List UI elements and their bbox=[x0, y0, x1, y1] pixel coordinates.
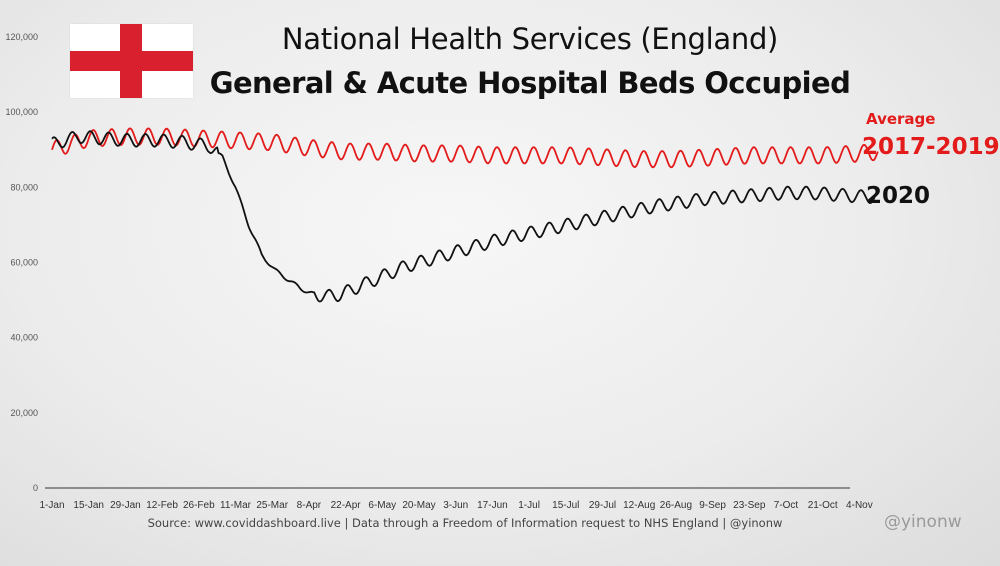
chart-title: National Health Services (England) bbox=[281, 22, 779, 56]
x-tick-label: 25-Mar bbox=[256, 500, 288, 511]
y-tick-label: 40,000 bbox=[10, 333, 38, 343]
legend-average-label: Average bbox=[866, 110, 936, 128]
y-tick-label: 120,000 bbox=[5, 32, 38, 42]
x-tick-label: 1-Jul bbox=[518, 500, 540, 511]
chart-subtitle: General & Acute Hospital Beds Occupied bbox=[209, 66, 851, 100]
x-tick-label: 7-Oct bbox=[774, 500, 799, 511]
x-tick-label: 15-Jul bbox=[552, 500, 579, 511]
x-tick-label: 20-May bbox=[402, 500, 435, 511]
y-axis-labels: 0 20,000 40,000 60,000 80,000 100,000 120,000 bbox=[5, 32, 38, 493]
x-tick-label: 15-Jan bbox=[73, 500, 104, 511]
x-tick-label: 29-Jan bbox=[110, 500, 141, 511]
series-line-2020 bbox=[51, 130, 879, 303]
x-tick-label: 6-May bbox=[368, 500, 396, 511]
x-tick-label: 12-Feb bbox=[146, 500, 178, 511]
y-tick-label: 80,000 bbox=[10, 182, 38, 192]
x-tick-label: 12-Aug bbox=[623, 500, 655, 511]
series-line-average-2017-2019 bbox=[51, 127, 879, 169]
series-lines bbox=[51, 127, 879, 303]
source-note: Source: www.coviddashboard.live | Data t… bbox=[147, 516, 783, 530]
y-tick-label: 60,000 bbox=[10, 258, 38, 268]
x-tick-label: 22-Apr bbox=[331, 500, 362, 511]
author-handle: @yinonw bbox=[884, 512, 962, 532]
y-tick-label: 0 bbox=[33, 483, 38, 493]
x-tick-label: 23-Sep bbox=[733, 500, 766, 511]
x-tick-label: 1-Jan bbox=[39, 500, 64, 511]
legend-2020-label: 2020 bbox=[866, 183, 931, 209]
y-tick-label: 100,000 bbox=[5, 107, 38, 117]
england-flag-icon bbox=[70, 24, 193, 98]
y-tick-label: 20,000 bbox=[10, 408, 38, 418]
x-tick-label: 4-Nov bbox=[846, 500, 873, 511]
x-tick-label: 11-Mar bbox=[220, 500, 252, 511]
x-tick-label: 17-Jun bbox=[477, 500, 508, 511]
legend-average-years: 2017-2019 bbox=[862, 134, 1000, 160]
x-axis-labels: 1-Jan 15-Jan 29-Jan 12-Feb 26-Feb 11-Mar 25-Ma… bbox=[39, 500, 872, 511]
x-tick-label: 26-Feb bbox=[183, 500, 215, 511]
x-tick-label: 9-Sep bbox=[699, 500, 726, 511]
x-tick-label: 3-Jun bbox=[443, 500, 468, 511]
x-tick-label: 21-Oct bbox=[808, 500, 838, 511]
flag-cross-horizontal bbox=[70, 51, 193, 71]
x-tick-label: 29-Jul bbox=[589, 500, 616, 511]
x-tick-label: 26-Aug bbox=[660, 500, 692, 511]
x-tick-label: 8-Apr bbox=[297, 500, 322, 511]
